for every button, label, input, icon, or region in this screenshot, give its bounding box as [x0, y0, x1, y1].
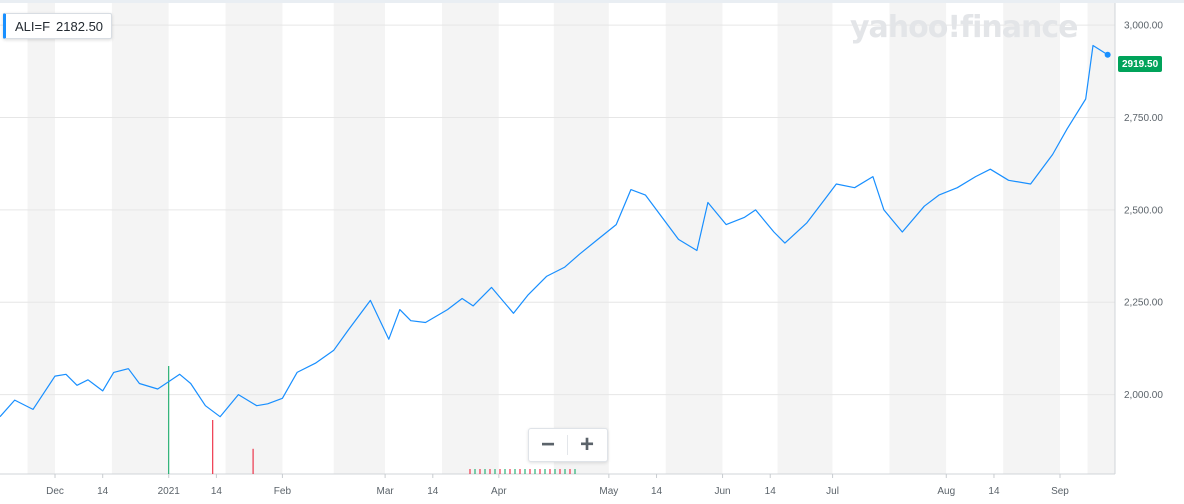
price-line-group [0, 44, 1111, 418]
x-tick-label: Apr [491, 486, 507, 497]
band-white [1059, 3, 1088, 474]
band-shaded [225, 3, 283, 474]
band-white [946, 3, 1004, 474]
y-axis: 2,000.00 2,250.00 2,500.00 2,750.00 3,000.00 [1124, 21, 1163, 401]
top-border [0, 0, 1184, 3]
band-white [385, 3, 442, 474]
yahoo-finance-watermark: yahoo!finance [850, 10, 1078, 45]
zoom-out-button[interactable]: − [540, 431, 555, 458]
band-white [0, 3, 28, 474]
weekday-bands [0, 3, 1115, 474]
band-shaded [777, 3, 833, 474]
band-shaded [889, 3, 947, 474]
x-tick-label: 14 [97, 486, 109, 497]
y-tick-label: 2,500.00 [1124, 205, 1163, 216]
x-tick-label: Jun [714, 486, 730, 497]
zoom-in-button[interactable]: + [579, 431, 594, 458]
x-tick-label: 14 [765, 486, 777, 497]
y-tick-label: 2,750.00 [1124, 113, 1163, 124]
x-tick-label: May [599, 486, 618, 497]
zoom-control: − + [528, 428, 608, 462]
price-tooltip: ALI=F 2182.50 [3, 13, 113, 39]
band-shaded [1087, 3, 1115, 474]
last-price-dot [1104, 51, 1111, 58]
volume-bars [168, 366, 576, 474]
x-tick-label: 14 [988, 486, 1000, 497]
tooltip-price: 2182.50 [56, 18, 104, 34]
x-tick-label: Feb [274, 486, 292, 497]
grid-lines [0, 3, 1116, 475]
y-tick-label: 2,000.00 [1124, 390, 1163, 401]
x-tick-label: 14 [651, 486, 663, 497]
x-tick-label: 2021 [158, 486, 181, 497]
band-shaded [553, 3, 609, 474]
price-line [0, 44, 1109, 418]
x-tick-label: Sep [1051, 486, 1069, 497]
band-shaded [441, 3, 499, 474]
x-tick-label: Dec [46, 486, 64, 497]
band-white [55, 3, 112, 474]
band-shaded [1003, 3, 1060, 474]
band-white [168, 3, 226, 474]
band-white [832, 3, 890, 474]
band-shaded [27, 3, 56, 474]
x-tick-label: 14 [427, 486, 439, 497]
x-axis: Dec 14 2021 14 Feb Mar 14 Apr May 14 Jun 14 Jul Aug 14… [46, 474, 1069, 497]
band-white [608, 3, 666, 474]
band-shaded [333, 3, 386, 474]
x-tick-label: Aug [937, 486, 955, 497]
band-shaded [111, 3, 169, 474]
band-shaded [665, 3, 723, 474]
band-white [722, 3, 778, 474]
x-tick-label: 14 [211, 486, 223, 497]
y-tick-label: 2,250.00 [1124, 298, 1163, 309]
band-white [498, 3, 554, 474]
zoom-divider [567, 435, 568, 455]
x-tick-label: Jul [826, 486, 839, 497]
last-price-badge: 2919.50 [1118, 56, 1163, 72]
y-tick-label: 3,000.00 [1124, 21, 1163, 32]
tooltip-symbol: ALI=F [15, 18, 51, 34]
band-white [282, 3, 334, 474]
x-tick-label: Mar [376, 486, 394, 497]
